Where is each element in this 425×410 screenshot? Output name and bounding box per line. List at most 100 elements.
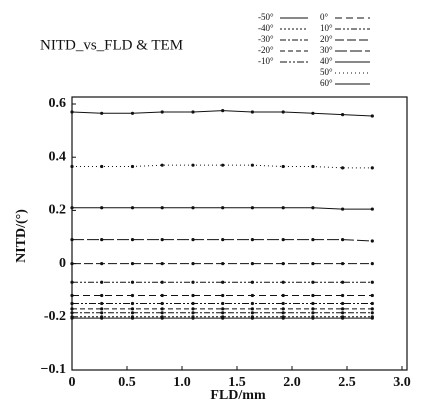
legend-label: 0° [320,12,329,22]
point-marker [70,301,74,306]
legend-label: 20° [320,34,333,44]
plot-frame [71,96,408,371]
point-marker [191,206,195,210]
point-marker [100,111,104,115]
point-marker [341,311,345,315]
x-axis-label: FLD/mm [210,388,266,403]
point-marker [250,262,254,266]
point-marker [221,163,225,167]
point-marker [370,166,374,170]
point-marker [70,280,74,284]
point-marker [160,280,164,284]
point-marker [191,110,195,114]
point-marker [311,111,315,115]
point-marker [221,311,225,315]
legend-label: 60° [320,78,333,88]
chart-title: NITD_vs_FLD & TEM [40,37,183,53]
point-marker [370,280,374,284]
point-marker [250,206,254,210]
point-marker [191,280,195,284]
point-marker [130,111,135,115]
point-marker [70,315,74,319]
point-marker [70,164,74,169]
point-marker [130,206,135,210]
legend-label: -10° [258,56,274,66]
legend-label: -30° [258,34,274,44]
point-marker [281,238,285,242]
point-marker [341,207,345,211]
point-marker [250,307,254,311]
point-marker [281,293,285,298]
point-marker [100,238,104,242]
point-marker [160,293,164,298]
point-marker [370,239,374,243]
point-marker [221,315,225,319]
point-marker [100,206,104,210]
x-tick-label: 3.0 [393,375,411,390]
point-marker [100,280,104,284]
y-axis-label: NITD/(°) [14,209,29,263]
point-marker [250,311,254,315]
point-marker [311,262,315,266]
point-marker [370,262,374,266]
point-marker [281,262,285,266]
legend-label: -20° [258,45,274,55]
point-marker [311,301,315,306]
point-marker [311,280,315,284]
point-marker [70,293,74,298]
point-marker [281,206,285,210]
point-marker [281,307,285,311]
point-marker [130,262,135,266]
y-tick-label: −0.1 [41,362,66,377]
point-marker [311,311,315,315]
x-tick-label: 2.5 [338,375,356,390]
point-marker [250,110,254,114]
point-marker [100,301,104,306]
legend-label: 30° [320,45,333,55]
y-tick-label: 0.4 [49,149,67,164]
point-marker [281,280,285,284]
y-tick-label: 0.6 [49,96,67,111]
point-marker [341,293,345,298]
x-tick-label: 1.5 [228,375,246,390]
legend-label: 40° [320,56,333,66]
point-marker [160,301,164,306]
point-marker [130,307,135,311]
point-marker [341,315,345,319]
point-marker [100,311,104,315]
point-marker [160,238,164,242]
point-marker [160,315,164,319]
point-marker [221,238,225,242]
point-marker [191,262,195,266]
point-marker [130,315,135,319]
legend-label: -40° [258,23,274,33]
point-marker [370,307,374,311]
point-marker [70,307,74,311]
x-tick-label: 1.0 [173,375,191,390]
point-marker [250,301,254,306]
point-marker [130,238,135,242]
point-marker [370,114,374,118]
y-tick-label: -0.2 [44,309,66,324]
point-marker [100,307,104,311]
point-marker [130,280,135,284]
legend-label: 10° [320,23,333,33]
point-marker [70,110,74,114]
point-marker [221,293,225,298]
point-marker [341,238,345,242]
point-marker [341,307,345,311]
point-marker [281,164,285,169]
point-marker [100,315,104,319]
point-marker [100,293,104,298]
point-marker [70,311,74,315]
point-marker [130,293,135,298]
point-marker [311,307,315,311]
point-marker [70,206,74,210]
point-marker [130,164,135,169]
point-marker [160,311,164,315]
point-marker [221,301,225,306]
point-marker [250,238,254,242]
x-tick-label: 0 [69,375,76,390]
point-marker [130,311,135,315]
